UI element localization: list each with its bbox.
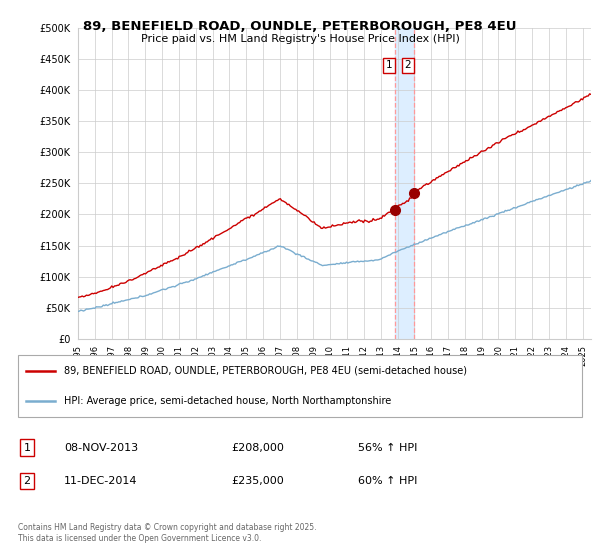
Text: 1: 1 bbox=[23, 443, 31, 453]
Text: Price paid vs. HM Land Registry's House Price Index (HPI): Price paid vs. HM Land Registry's House … bbox=[140, 34, 460, 44]
Text: 08-NOV-2013: 08-NOV-2013 bbox=[64, 443, 138, 453]
Text: 2: 2 bbox=[23, 476, 31, 486]
Text: HPI: Average price, semi-detached house, North Northamptonshire: HPI: Average price, semi-detached house,… bbox=[64, 396, 391, 406]
Text: 56% ↑ HPI: 56% ↑ HPI bbox=[358, 443, 417, 453]
Text: 2: 2 bbox=[404, 60, 411, 71]
FancyBboxPatch shape bbox=[18, 356, 582, 417]
Text: £208,000: £208,000 bbox=[231, 443, 284, 453]
Text: 11-DEC-2014: 11-DEC-2014 bbox=[64, 476, 137, 486]
Text: 1: 1 bbox=[386, 60, 392, 71]
Bar bbox=[395, 28, 415, 339]
Text: Contains HM Land Registry data © Crown copyright and database right 2025.
This d: Contains HM Land Registry data © Crown c… bbox=[18, 523, 316, 543]
Text: 89, BENEFIELD ROAD, OUNDLE, PETERBOROUGH, PE8 4EU (semi-detached house): 89, BENEFIELD ROAD, OUNDLE, PETERBOROUGH… bbox=[64, 366, 467, 376]
Text: 89, BENEFIELD ROAD, OUNDLE, PETERBOROUGH, PE8 4EU: 89, BENEFIELD ROAD, OUNDLE, PETERBOROUGH… bbox=[83, 20, 517, 32]
Text: 60% ↑ HPI: 60% ↑ HPI bbox=[358, 476, 417, 486]
Text: £235,000: £235,000 bbox=[231, 476, 284, 486]
